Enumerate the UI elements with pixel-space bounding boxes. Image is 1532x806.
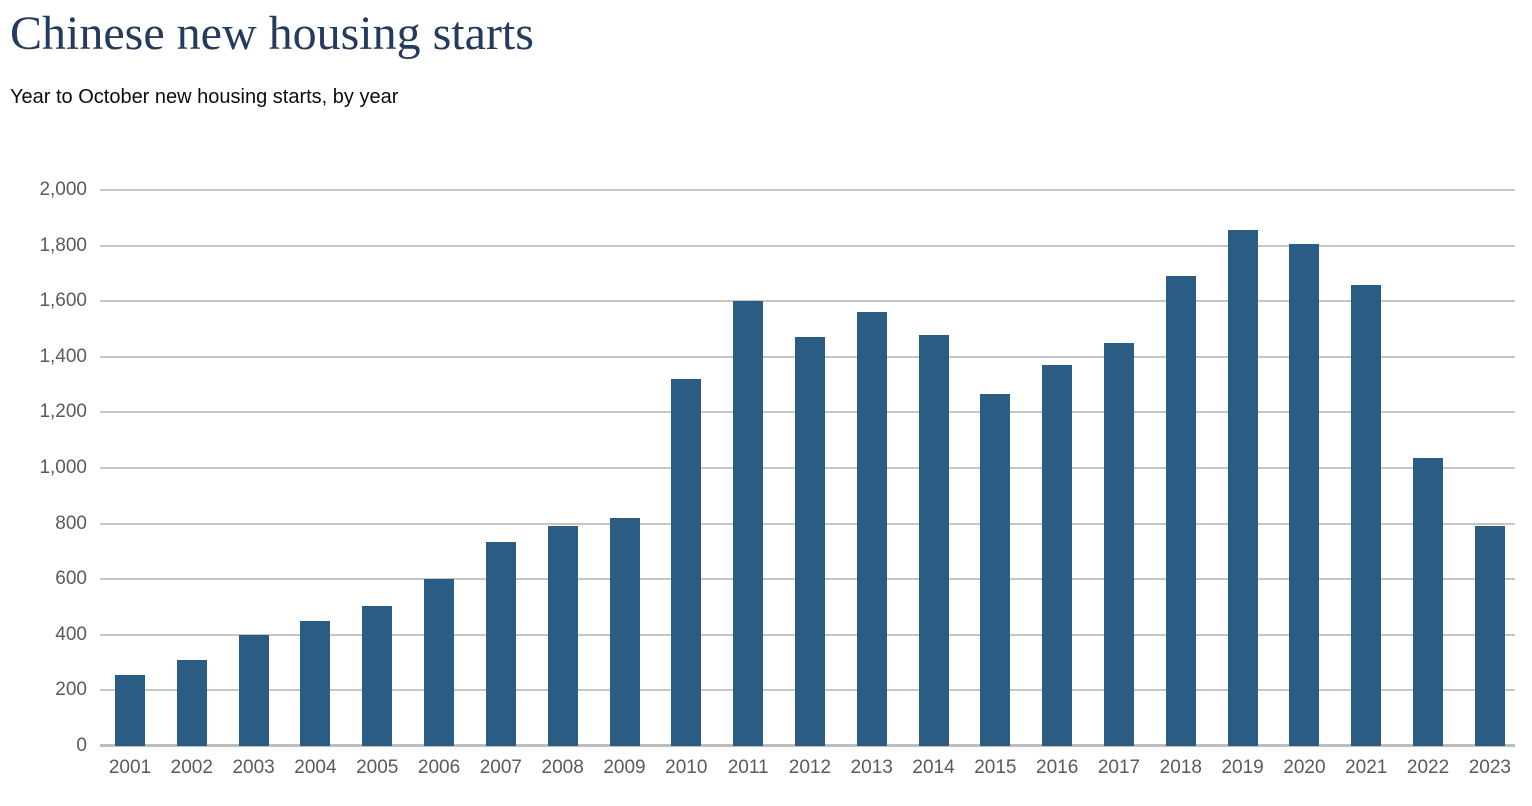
bar-group-2014: 2014 <box>912 190 955 778</box>
bar-group-2003: 2003 <box>232 190 275 778</box>
bar-2019 <box>1227 230 1258 746</box>
bar-group-2006: 2006 <box>418 190 460 778</box>
gridline-1800: 1,800 <box>39 235 1515 256</box>
bar-2013 <box>856 312 887 746</box>
y-axis-tick-label-1400: 1,400 <box>39 345 87 367</box>
x-axis-tick-label-2003: 2003 <box>232 757 275 778</box>
x-axis-tick-label-2021: 2021 <box>1345 757 1388 778</box>
bar-group-2011: 2011 <box>728 190 769 778</box>
x-axis-tick-label-2009: 2009 <box>603 757 646 778</box>
bar-2005 <box>362 605 393 746</box>
y-axis-tick-label-2000: 2,000 <box>39 179 87 200</box>
x-axis-tick-label-2014: 2014 <box>912 757 955 778</box>
y-axis-tick-label-0: 0 <box>76 734 87 756</box>
bar-group-2013: 2013 <box>851 190 893 778</box>
bar-2020 <box>1289 244 1320 746</box>
bar-group-2009: 2009 <box>603 190 646 778</box>
bar-2015 <box>980 394 1011 746</box>
x-axis-tick-label-2013: 2013 <box>850 757 893 778</box>
x-axis-tick-label-2020: 2020 <box>1283 757 1326 778</box>
y-axis-tick-label-200: 200 <box>55 679 87 701</box>
bar-group-2012: 2012 <box>789 190 831 778</box>
x-axis-tick-label-2023: 2023 <box>1468 757 1512 778</box>
bar-group-2008: 2008 <box>542 190 584 778</box>
x-axis-tick-label-2010: 2010 <box>665 757 708 778</box>
gridline-2000: 2,000 <box>39 179 1515 200</box>
bar-2017 <box>1104 342 1134 746</box>
y-axis-tick-label-1600: 1,600 <box>39 290 87 312</box>
bar-2012 <box>794 337 825 746</box>
bar-group-2005: 2005 <box>356 190 398 778</box>
x-axis-tick-label-2012: 2012 <box>788 757 832 778</box>
bar-group-2022: 2022 <box>1407 190 1449 778</box>
bar-2010 <box>671 379 702 746</box>
gridline-1600: 1,600 <box>39 290 1515 311</box>
bar-group-2004: 2004 <box>294 190 337 778</box>
bar-group-2010: 2010 <box>665 190 707 778</box>
bar-2021 <box>1351 284 1382 746</box>
x-axis-tick-label-2015: 2015 <box>974 757 1017 778</box>
bar-2016 <box>1042 365 1073 746</box>
bar-group-2002: 2002 <box>171 190 213 778</box>
chart-title: Chinese new housing starts <box>10 7 534 60</box>
bar-2001 <box>115 675 145 746</box>
x-axis-tick-label-2006: 2006 <box>417 757 461 778</box>
bar-2002 <box>176 659 207 746</box>
bar-group-2015: 2015 <box>974 190 1017 778</box>
bar-2006 <box>424 579 455 746</box>
x-axis-tick-label-2011: 2011 <box>727 757 769 778</box>
x-axis-tick-label-2007: 2007 <box>479 757 523 778</box>
x-axis-tick-label-2004: 2004 <box>294 757 337 778</box>
bar-group-2018: 2018 <box>1160 190 1202 778</box>
x-axis-tick-label-2022: 2022 <box>1406 757 1450 778</box>
bar-2018 <box>1165 276 1196 746</box>
bar-group-2020: 2020 <box>1283 190 1326 778</box>
bar-2011 <box>733 301 764 746</box>
bar-2009 <box>609 518 640 746</box>
plot-area: 0 200 400 600 800 1,000 1,200 1,400 1,600 1,800 2,… <box>39 179 1515 778</box>
y-axis-tick-label-400: 400 <box>55 623 87 645</box>
bar-group-2021: 2021 <box>1345 190 1387 778</box>
bar-group-2016: 2016 <box>1036 190 1078 778</box>
bar-group-2001: 2001 <box>109 190 151 778</box>
x-axis-tick-label-2002: 2002 <box>170 757 213 778</box>
x-axis-tick-label-2005: 2005 <box>356 757 399 778</box>
bar-2023 <box>1474 526 1505 746</box>
x-axis-tick-label-2001: 2001 <box>108 757 152 778</box>
x-axis-tick-label-2019: 2019 <box>1221 757 1264 778</box>
y-axis-tick-label-600: 600 <box>55 568 87 590</box>
bar-group-2017: 2017 <box>1098 190 1140 778</box>
bar-group-2019: 2019 <box>1221 190 1264 778</box>
y-axis-tick-label-1000: 1,000 <box>39 457 87 478</box>
y-axis-tick-label-1800: 1,800 <box>39 234 87 256</box>
bar-2004 <box>300 620 331 746</box>
bar-2022 <box>1413 458 1444 746</box>
x-axis-tick-label-2008: 2008 <box>541 757 584 778</box>
y-axis-tick-label-1200: 1,200 <box>39 401 87 423</box>
chart-subtitle: Year to October new housing starts, by y… <box>10 86 399 108</box>
bar-2003 <box>238 634 269 746</box>
bars-row: 2001 2002 2003 2004 2005 2006 2007 2008 2009 2010… <box>100 190 1515 778</box>
bar-group-2023: 2023 <box>1469 190 1511 778</box>
bar-2007 <box>485 541 516 746</box>
x-axis-tick-label-2016: 2016 <box>1036 757 1079 778</box>
x-axis-tick-label-2017: 2017 <box>1097 757 1141 778</box>
x-axis-tick-label-2018: 2018 <box>1159 757 1202 778</box>
bar-2008 <box>547 526 578 746</box>
bar-2014 <box>918 334 949 746</box>
bar-group-2007: 2007 <box>480 190 522 778</box>
y-axis-tick-label-800: 800 <box>55 512 87 534</box>
